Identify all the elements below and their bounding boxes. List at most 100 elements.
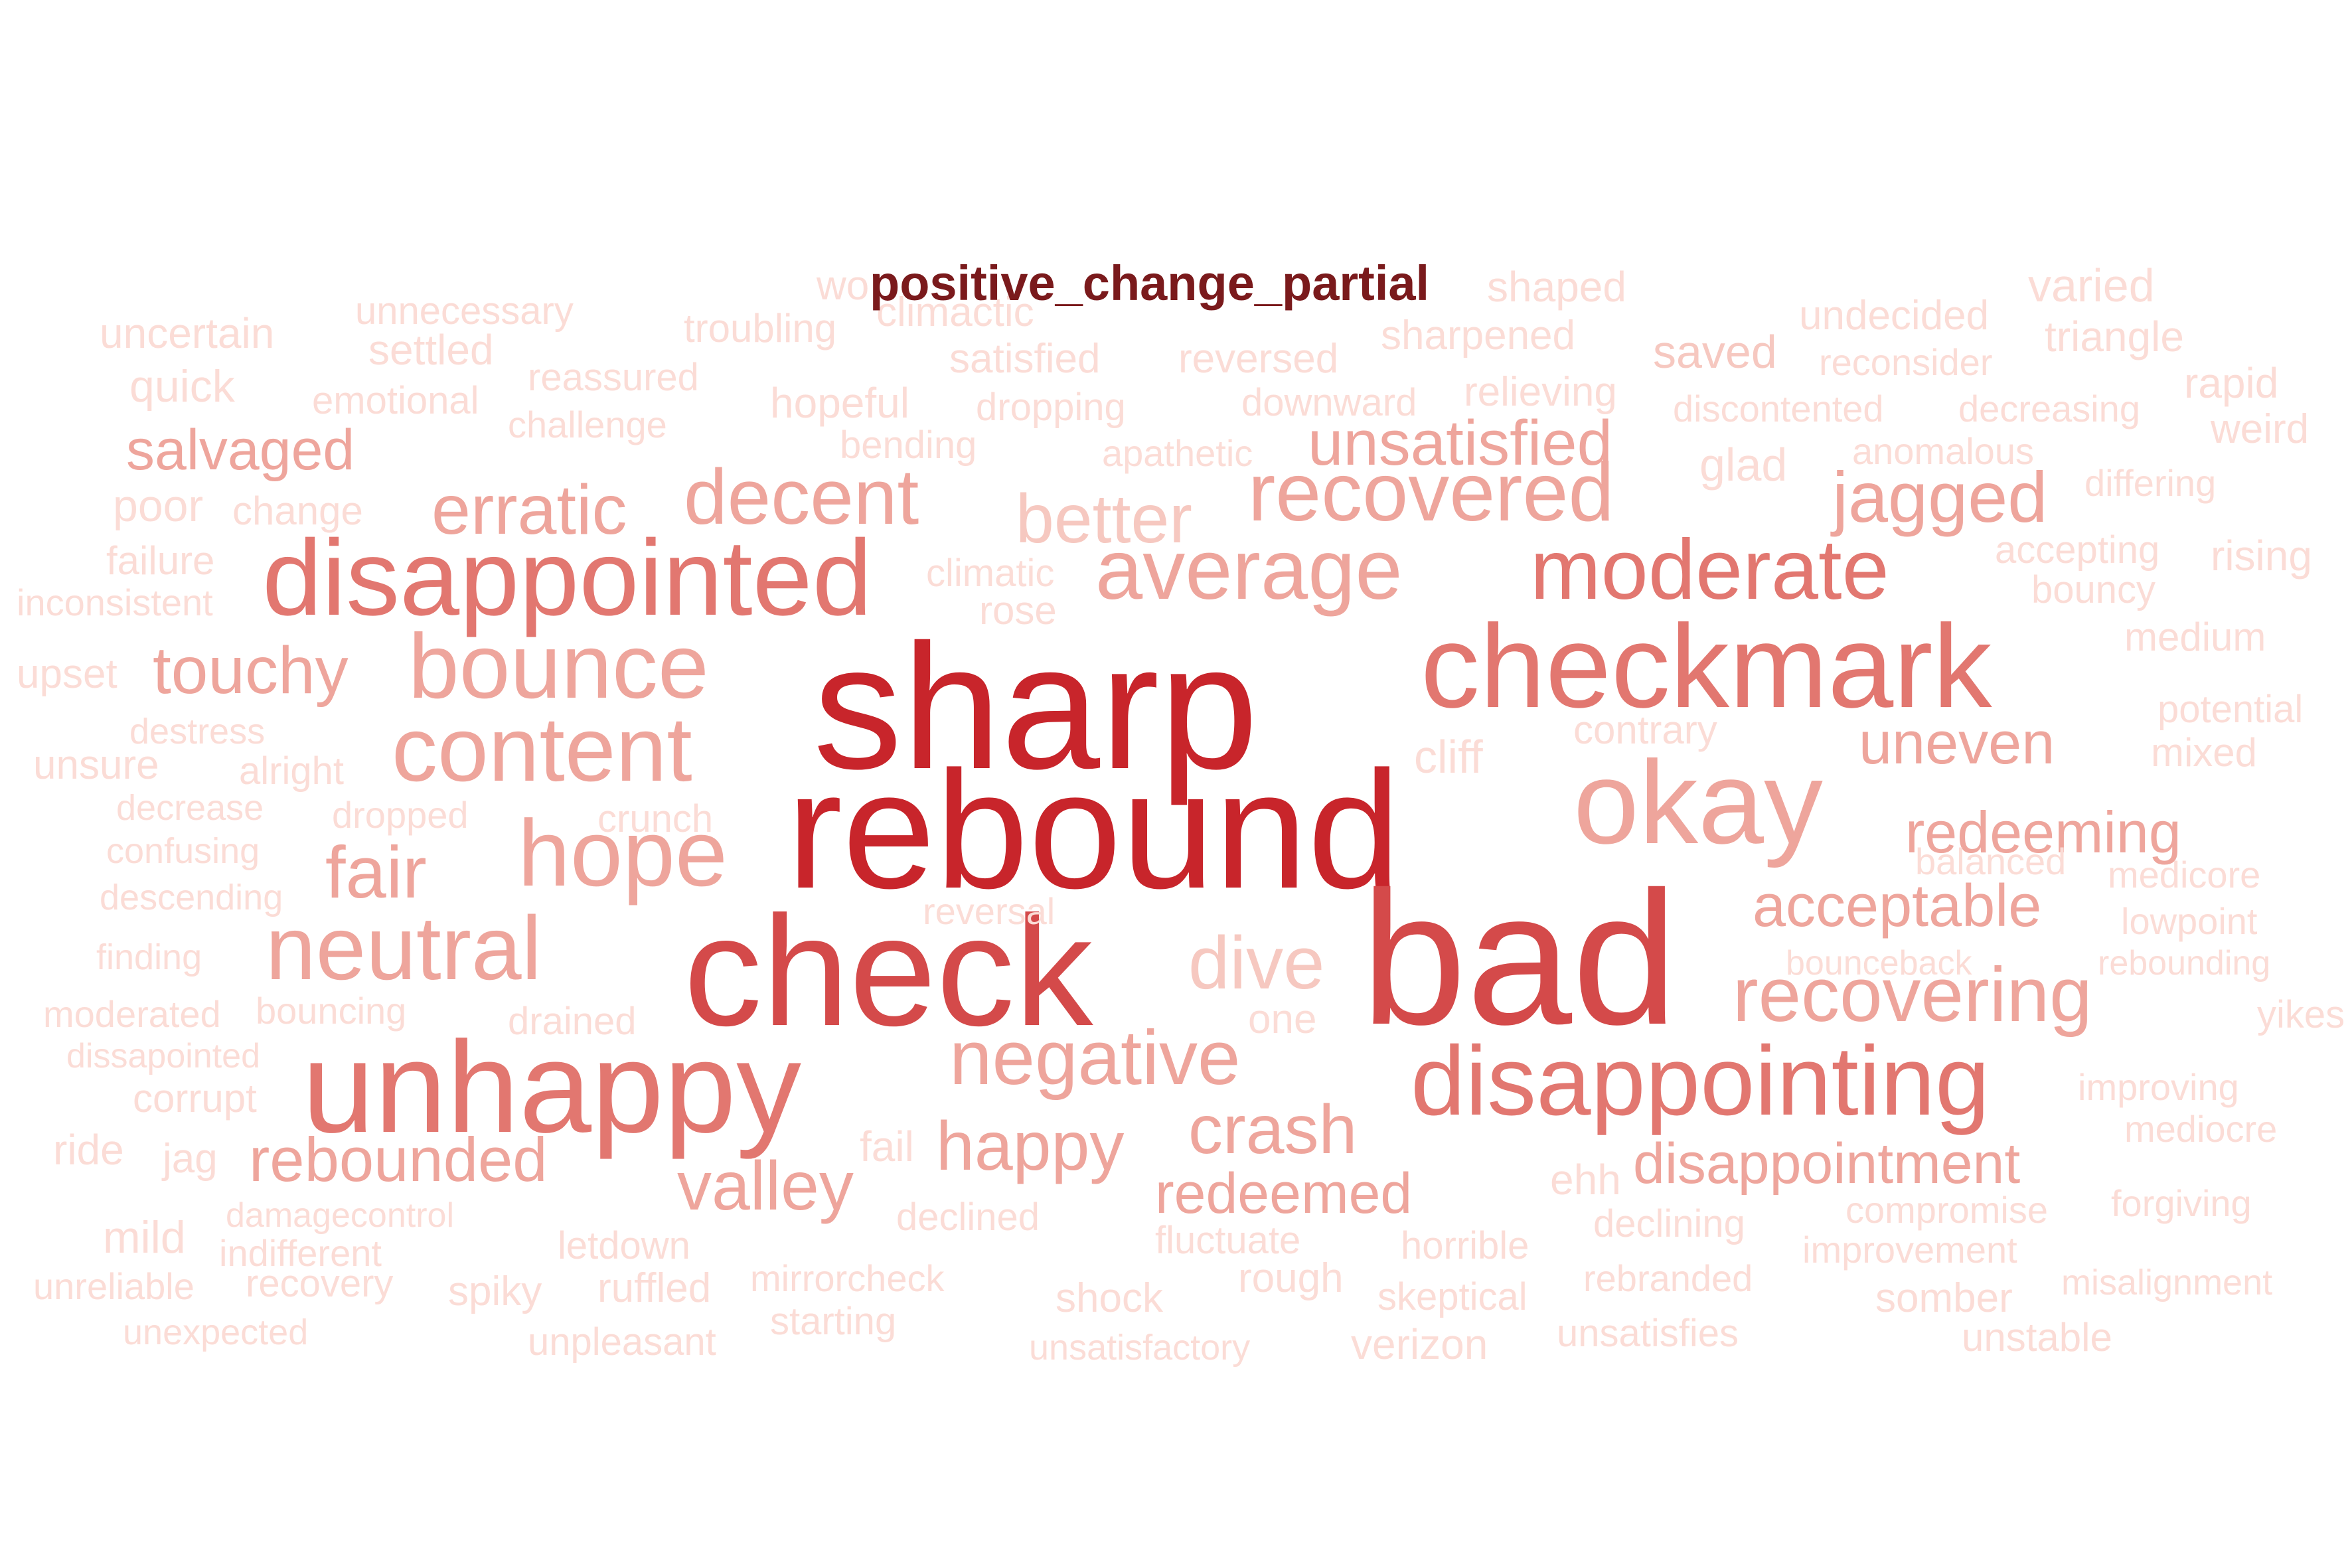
word-wo: wo xyxy=(817,263,870,309)
word-improvement: improvement xyxy=(1802,1229,2017,1271)
word-valley: valley xyxy=(677,1148,854,1225)
word-climactic: climactic xyxy=(876,289,1034,335)
word-undecided: undecided xyxy=(1799,293,1990,339)
word-balanced: balanced xyxy=(1915,840,2067,882)
word-rapid: rapid xyxy=(2184,359,2279,407)
word-unhappy: unhappy xyxy=(302,1014,802,1160)
word-bounceback: bounceback xyxy=(1786,944,1972,982)
word-reversed: reversed xyxy=(1178,336,1339,382)
word-change: change xyxy=(232,489,363,533)
word-better: better xyxy=(1016,481,1192,558)
word-ehh: ehh xyxy=(1550,1156,1621,1204)
word-hopeful: hopeful xyxy=(770,379,909,427)
word-medicore: medicore xyxy=(2108,854,2261,896)
word-bouncing: bouncing xyxy=(256,990,407,1032)
word-reassured: reassured xyxy=(528,356,699,399)
word-recovering: recovering xyxy=(1733,951,2092,1038)
word-mixed: mixed xyxy=(2151,730,2258,775)
word-improving: improving xyxy=(2078,1066,2239,1108)
word-shock: shock xyxy=(1056,1275,1163,1321)
word-declined: declined xyxy=(896,1196,1040,1239)
word-recovery: recovery xyxy=(246,1262,394,1305)
word-discontented: discontented xyxy=(1673,388,1884,430)
word-decreasing: decreasing xyxy=(1958,388,2140,430)
word-challenge: challenge xyxy=(508,404,667,445)
word-disappointed: disappointed xyxy=(262,518,872,638)
word-checkmark: checkmark xyxy=(1421,600,1992,732)
word-touchy: touchy xyxy=(153,633,349,708)
word-neutral: neutral xyxy=(266,898,542,998)
word-uneven: uneven xyxy=(1859,710,2055,777)
word-mirrorcheck: mirrorcheck xyxy=(750,1257,945,1299)
word-uncertain: uncertain xyxy=(100,309,275,357)
word-contrary: contrary xyxy=(1573,708,1717,752)
word-dive: dive xyxy=(1188,921,1325,1004)
word-decrease: decrease xyxy=(116,788,264,828)
word-unexpected: unexpected xyxy=(123,1312,309,1352)
word-descending: descending xyxy=(100,878,283,917)
word-jagged: jagged xyxy=(1832,457,2048,537)
word-rebranded: rebranded xyxy=(1583,1257,1753,1299)
word-reversal: reversal xyxy=(923,890,1056,932)
word-rising: rising xyxy=(2211,532,2312,580)
word-rose: rose xyxy=(979,588,1057,633)
word-yikes: yikes xyxy=(2257,993,2345,1036)
word-alright: alright xyxy=(239,749,344,793)
word-disappointment: disappointment xyxy=(1633,1132,2021,1196)
word-hope: hope xyxy=(518,801,728,906)
word-glad: glad xyxy=(1699,439,1788,491)
word-triangle: triangle xyxy=(2045,313,2184,360)
word-destress: destress xyxy=(129,712,266,751)
word-moderate: moderate xyxy=(1530,522,1889,617)
word-bounce: bounce xyxy=(408,615,709,718)
word-unsatisfactory: unsatisfactory xyxy=(1029,1328,1251,1368)
word-troubling: troubling xyxy=(684,306,837,351)
word-confusing: confusing xyxy=(106,831,260,871)
word-crash: crash xyxy=(1188,1091,1358,1168)
word-unsure: unsure xyxy=(33,742,159,788)
word-recovered: recovered xyxy=(1248,447,1614,538)
word-negative: negative xyxy=(949,1014,1241,1101)
word-forgiving: forgiving xyxy=(2111,1182,2252,1224)
word-settled: settled xyxy=(368,326,494,374)
word-satisfied: satisfied xyxy=(949,336,1101,382)
word-erratic: erratic xyxy=(431,471,627,549)
word-content: content xyxy=(392,698,692,801)
word-one: one xyxy=(1248,996,1317,1042)
word-climatic: climatic xyxy=(926,552,1055,595)
word-inconsistent: inconsistent xyxy=(17,582,213,623)
word-unnecessary: unnecessary xyxy=(355,289,574,333)
word-redeemed: redeemed xyxy=(1155,1162,1413,1225)
word-sharp: sharp xyxy=(813,607,1259,806)
word-skeptical: skeptical xyxy=(1377,1275,1528,1318)
word-rebounded: rebounded xyxy=(249,1125,548,1194)
word-compromise: compromise xyxy=(1845,1189,2048,1231)
word-unstable: unstable xyxy=(1962,1315,2112,1360)
word-medium: medium xyxy=(2124,615,2266,659)
word-corrupt: corrupt xyxy=(133,1076,257,1121)
word-dropped: dropped xyxy=(332,794,469,836)
word-damagecontrol: damagecontrol xyxy=(226,1196,454,1235)
word-horrible: horrible xyxy=(1401,1224,1529,1267)
word-poor: poor xyxy=(113,481,204,531)
word-letdown: letdown xyxy=(558,1224,690,1267)
word-average: average xyxy=(1095,522,1403,617)
word-finding: finding xyxy=(96,937,202,977)
word-rebounding: rebounding xyxy=(2098,944,2271,982)
word-redeeming: redeeming xyxy=(1905,799,2181,865)
word-rough: rough xyxy=(1238,1255,1344,1301)
word-accepting: accepting xyxy=(1995,528,2160,572)
word-dropping: dropping xyxy=(976,386,1126,429)
word-unsatisfies: unsatisfies xyxy=(1557,1312,1739,1355)
word-varied: varied xyxy=(2028,260,2155,311)
word-anomalous: anomalous xyxy=(1852,430,2034,472)
word-fair: fair xyxy=(325,832,427,913)
word-declining: declining xyxy=(1593,1202,1745,1245)
word-differing: differing xyxy=(2084,462,2217,504)
word-moderated: moderated xyxy=(43,993,221,1035)
word-bouncy: bouncy xyxy=(2031,568,2156,611)
word-ride: ride xyxy=(53,1126,124,1174)
word-jag: jag xyxy=(163,1136,218,1182)
word-mild: mild xyxy=(103,1212,186,1263)
word-reconsider: reconsider xyxy=(1819,341,1993,383)
